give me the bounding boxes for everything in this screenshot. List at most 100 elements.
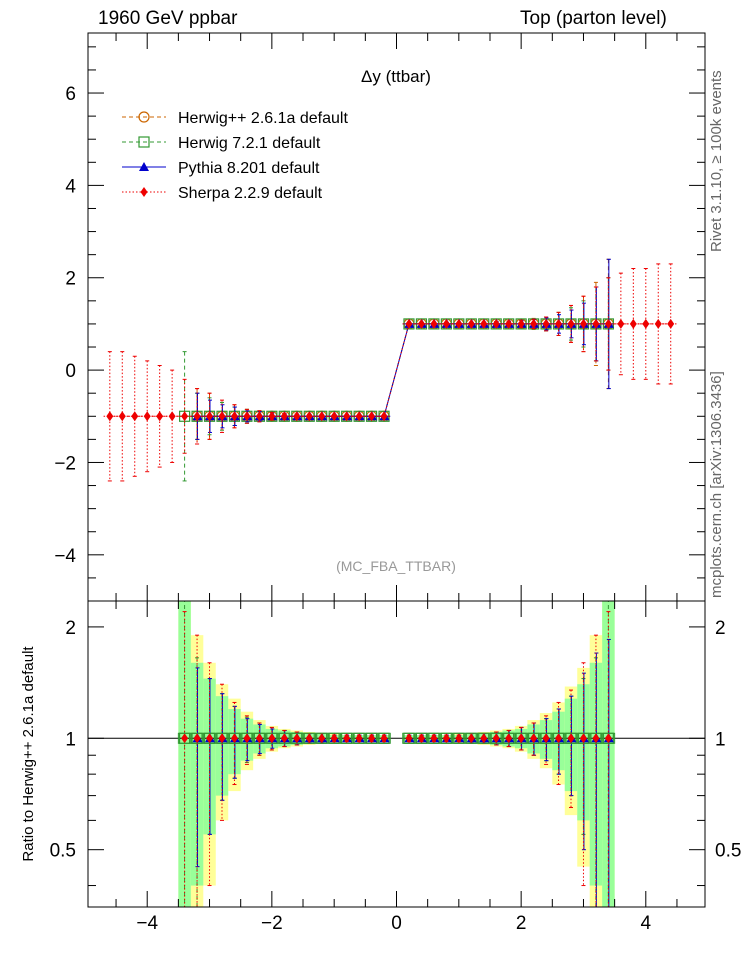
ratio-ref-box <box>601 732 616 744</box>
data-point <box>131 411 139 422</box>
data-point <box>417 318 425 329</box>
header-left: 1960 GeV ppbar <box>98 8 238 29</box>
y-tick-label: 0.5 <box>50 841 76 862</box>
data-point <box>118 411 126 422</box>
data-point <box>517 318 525 329</box>
y-tick-label: −2 <box>54 453 76 474</box>
series-line-pythia <box>197 323 609 417</box>
ratio-point <box>417 733 425 744</box>
ratio-point <box>542 733 550 744</box>
data-point <box>168 411 176 422</box>
legend-label: Herwig++ 2.6.1a default <box>178 110 348 127</box>
x-tick-label: −4 <box>136 913 158 934</box>
ratio-point <box>206 733 214 744</box>
series-line-sherpa <box>109 323 671 417</box>
data-point <box>505 318 513 329</box>
data-point <box>567 318 575 329</box>
y-tick-label: 2 <box>65 269 76 290</box>
ratio-point <box>181 733 189 744</box>
data-point <box>293 411 301 422</box>
data-point <box>106 411 114 422</box>
ratio-point <box>492 733 500 744</box>
legend-marker <box>140 187 148 197</box>
ratio-point <box>579 733 587 744</box>
ratio-point <box>243 733 251 744</box>
ratio-point <box>305 733 313 744</box>
data-point <box>617 318 625 329</box>
ratio-point <box>567 733 575 744</box>
ratio-point <box>318 733 326 744</box>
y-tick-label: 1 <box>65 729 76 750</box>
y-tick-label-right: 2 <box>715 618 726 639</box>
data-point <box>530 318 538 329</box>
x-tick-label: −2 <box>261 913 283 934</box>
data-point <box>368 411 376 422</box>
legend-marker <box>138 111 150 123</box>
plot-title: Δy (ttbar) <box>361 67 431 86</box>
data-point <box>492 318 500 329</box>
plot-frame <box>87 600 706 908</box>
data-point <box>343 411 351 422</box>
x-tick-label: 2 <box>516 913 527 934</box>
ratio-point <box>555 733 563 744</box>
data-point <box>305 411 313 422</box>
ratio-plot: −4 −2 0 2 4 0.5 0.5 1 1 2 2 Ratio to Herwig++ 2.6.1… <box>20 600 741 934</box>
ratio-point <box>293 733 301 744</box>
data-point <box>430 318 438 329</box>
data-point <box>579 318 587 329</box>
data-point <box>143 411 151 422</box>
ratio-point <box>218 733 226 744</box>
data-point <box>193 411 201 422</box>
y-tick-label: 6 <box>65 84 76 105</box>
data-point <box>318 411 326 422</box>
ratio-content <box>88 601 705 907</box>
ratio-point <box>193 733 201 744</box>
legend-label: Pythia 8.201 default <box>178 160 320 177</box>
ratio-point <box>280 733 288 744</box>
data-point <box>455 318 463 329</box>
ratio-point <box>255 733 263 744</box>
data-point <box>405 318 413 329</box>
data-point <box>380 411 388 422</box>
data-point <box>555 318 563 329</box>
data-point <box>442 318 450 329</box>
data-point <box>156 411 164 422</box>
analysis-watermark: (MC_FBA_TTBAR) <box>336 558 456 574</box>
ratio-point <box>330 733 338 744</box>
series-line-herwigpppp <box>197 323 609 417</box>
y-tick-label: 2 <box>65 618 76 639</box>
ratio-ref-box <box>377 732 391 744</box>
data-point <box>218 411 226 422</box>
legend-label: Sherpa 2.2.9 default <box>178 185 323 202</box>
data-point <box>181 411 189 422</box>
ratio-point <box>442 733 450 744</box>
data-point <box>206 411 214 422</box>
ratio-point <box>592 733 600 744</box>
data-point <box>592 318 600 329</box>
data-point <box>542 318 550 329</box>
ratio-point <box>480 733 488 744</box>
data-point <box>654 318 662 329</box>
ratio-point <box>467 733 475 744</box>
ratio-point <box>380 733 388 744</box>
series-herwig7 <box>178 277 615 482</box>
data-point <box>604 318 612 329</box>
ratio-ylabel: Ratio to Herwig++ 2.6.1a default <box>20 646 37 862</box>
ratio-point <box>517 733 525 744</box>
data-point <box>629 318 637 329</box>
legend: Herwig++ 2.6.1a default Herwig 7.2.1 defa… <box>122 110 348 202</box>
ratio-point <box>505 733 513 744</box>
x-tick-label: 0 <box>391 913 402 934</box>
data-point <box>667 318 675 329</box>
main-plot: −4 −2 0 2 4 6 Δy (ttbar) (MC_FBA_TTBAR) Herwig++… <box>54 32 706 602</box>
ratio-point <box>455 733 463 744</box>
y-tick-label: 0 <box>65 361 76 382</box>
data-point <box>355 411 363 422</box>
data-point <box>230 411 238 422</box>
legend-marker <box>139 162 149 171</box>
y-tick-label-right: 0.5 <box>715 841 741 862</box>
legend-label: Herwig 7.2.1 default <box>178 135 321 152</box>
data-point <box>243 411 251 422</box>
ratio-series-sherpa <box>181 611 612 907</box>
